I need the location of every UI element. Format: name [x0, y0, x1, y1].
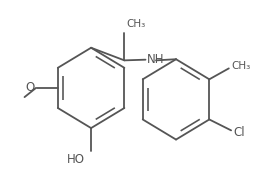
Text: NH: NH — [147, 53, 165, 66]
Text: O: O — [25, 81, 35, 94]
Text: CH₃: CH₃ — [127, 19, 146, 29]
Text: HO: HO — [67, 153, 85, 166]
Text: CH₃: CH₃ — [231, 61, 250, 71]
Text: Cl: Cl — [233, 126, 245, 139]
